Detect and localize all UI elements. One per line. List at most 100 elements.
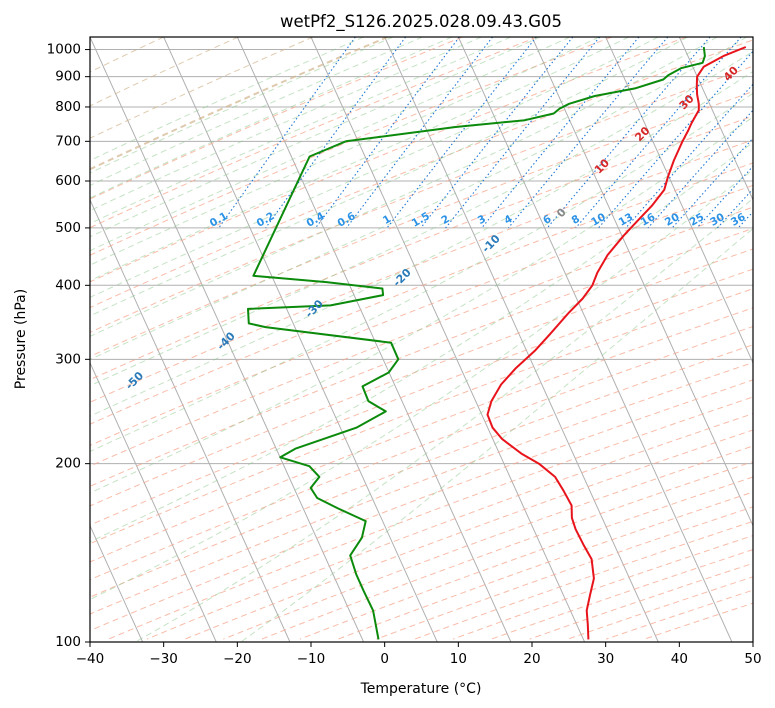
moist-adiabat (90, 169, 753, 601)
isotherm-line (531, 37, 753, 527)
dry-adiabat (90, 307, 753, 563)
background-lines (0, 37, 753, 642)
y-tick-label: 900 (55, 69, 81, 85)
y-tick-label: 700 (55, 133, 81, 149)
moist-adiabat (90, 37, 688, 317)
mixing-ratio-line (315, 37, 460, 229)
isotherm-line (752, 37, 753, 39)
mixing-ratio-line (445, 37, 601, 229)
moist-adiabat (90, 37, 659, 298)
moist-adiabat (90, 116, 753, 494)
moist-adiabat (90, 50, 753, 387)
moist-adiabat (90, 141, 753, 543)
isotherm-label: -40 (214, 329, 237, 352)
moist-adiabat (90, 37, 600, 266)
moist-adiabat (240, 227, 753, 642)
mixing-ratio-label: 16 (639, 211, 658, 229)
x-axis-label: Temperature (°C) (360, 681, 482, 697)
dry-adiabat (299, 476, 753, 640)
mixing-ratio-line (265, 37, 407, 229)
moist-adiabat (90, 37, 453, 199)
moist-adiabat (90, 92, 753, 453)
moist-adiabat (90, 37, 630, 282)
dry-adiabat (90, 379, 753, 632)
x-tick-label: 40 (671, 651, 688, 667)
plot-frame (89, 36, 754, 643)
dry-adiabat (90, 37, 612, 256)
mixing-ratio-label: 25 (688, 211, 707, 229)
moist-adiabat (90, 37, 512, 225)
y-tick-label: 200 (55, 456, 81, 472)
dry-adiabat (338, 491, 753, 640)
x-tick-label: −10 (297, 651, 326, 667)
y-tick-label: 500 (55, 220, 81, 236)
dry-adiabat (90, 139, 753, 403)
x-tick-label: 0 (380, 651, 389, 667)
dry-adiabat (90, 206, 753, 467)
dry-adiabat (90, 37, 687, 283)
mixing-ratio-line (625, 83, 753, 229)
y-tick-label: 600 (55, 173, 81, 189)
moist-adiabat (90, 37, 394, 174)
isotherm-label: -50 (123, 369, 146, 392)
isotherm-label: -60 (27, 418, 50, 441)
mixing-ratio-line (647, 109, 753, 229)
moist-adiabat (90, 70, 753, 417)
dry-adiabat (90, 184, 753, 447)
x-tick-label: −20 (223, 651, 252, 667)
dry-adiabat (90, 115, 753, 381)
dry-adiabat (90, 325, 753, 581)
isotherm-line (384, 37, 659, 642)
dry-adiabat (90, 65, 753, 333)
moist-adiabat (90, 37, 482, 212)
moist-adiabat (90, 37, 571, 252)
y-tick-label: 1000 (47, 42, 81, 58)
x-tick-label: 20 (523, 651, 540, 667)
moist-adiabat (90, 37, 747, 360)
mixing-ratio-line (671, 137, 753, 229)
mixing-ratio-line (737, 211, 753, 229)
isotherm-line (90, 37, 365, 642)
x-tick-label: 30 (597, 651, 614, 667)
y-tick-label: 100 (55, 634, 81, 650)
mixing-ratio-label: 30 (708, 211, 727, 229)
isotherm-label: -10 (479, 232, 502, 255)
mixing-ratio-line (218, 37, 356, 229)
mixing-ratio-label: 0.1 (208, 210, 230, 230)
mixing-ratio-line (507, 37, 669, 229)
y-tick-label: 800 (55, 99, 81, 115)
mixing-ratio-label: 36 (729, 211, 748, 229)
mixing-ratio-line (420, 37, 574, 229)
mixing-ratio-label: 20 (663, 211, 682, 229)
isotherm-line (0, 37, 69, 642)
isotherm-line (678, 37, 753, 202)
x-tick-label: 10 (450, 651, 467, 667)
x-tick-label: −40 (76, 651, 105, 667)
profile-lines (247, 46, 747, 640)
mixing-ratio-label: 0.6 (335, 210, 357, 230)
dry-adiabat (90, 361, 753, 615)
x-tick-label: 50 (744, 651, 761, 667)
dry-adiabat (108, 396, 753, 640)
dry-adiabat (90, 37, 314, 139)
dry-adiabat (644, 602, 753, 640)
y-axis-label: Pressure (hPa) (13, 289, 29, 389)
dewpoint-line (247, 46, 706, 640)
dry-adiabat (90, 227, 753, 487)
x-tick-label: −30 (149, 651, 178, 667)
isotherm-line (236, 37, 512, 642)
dry-adiabat (414, 520, 753, 640)
dry-adiabat (491, 549, 753, 640)
y-tick-label: 400 (55, 277, 81, 293)
dry-adiabat (261, 461, 753, 640)
dry-adiabat (90, 37, 239, 107)
isotherm-line (90, 198, 291, 642)
mixing-ratio-line (696, 165, 753, 229)
dry-adiabat (90, 268, 753, 526)
moist-adiabat (90, 37, 718, 337)
dry-adiabat (90, 37, 389, 171)
dry-adiabat (452, 535, 753, 640)
moist-adiabat (90, 37, 423, 187)
dry-adiabat (90, 90, 753, 357)
